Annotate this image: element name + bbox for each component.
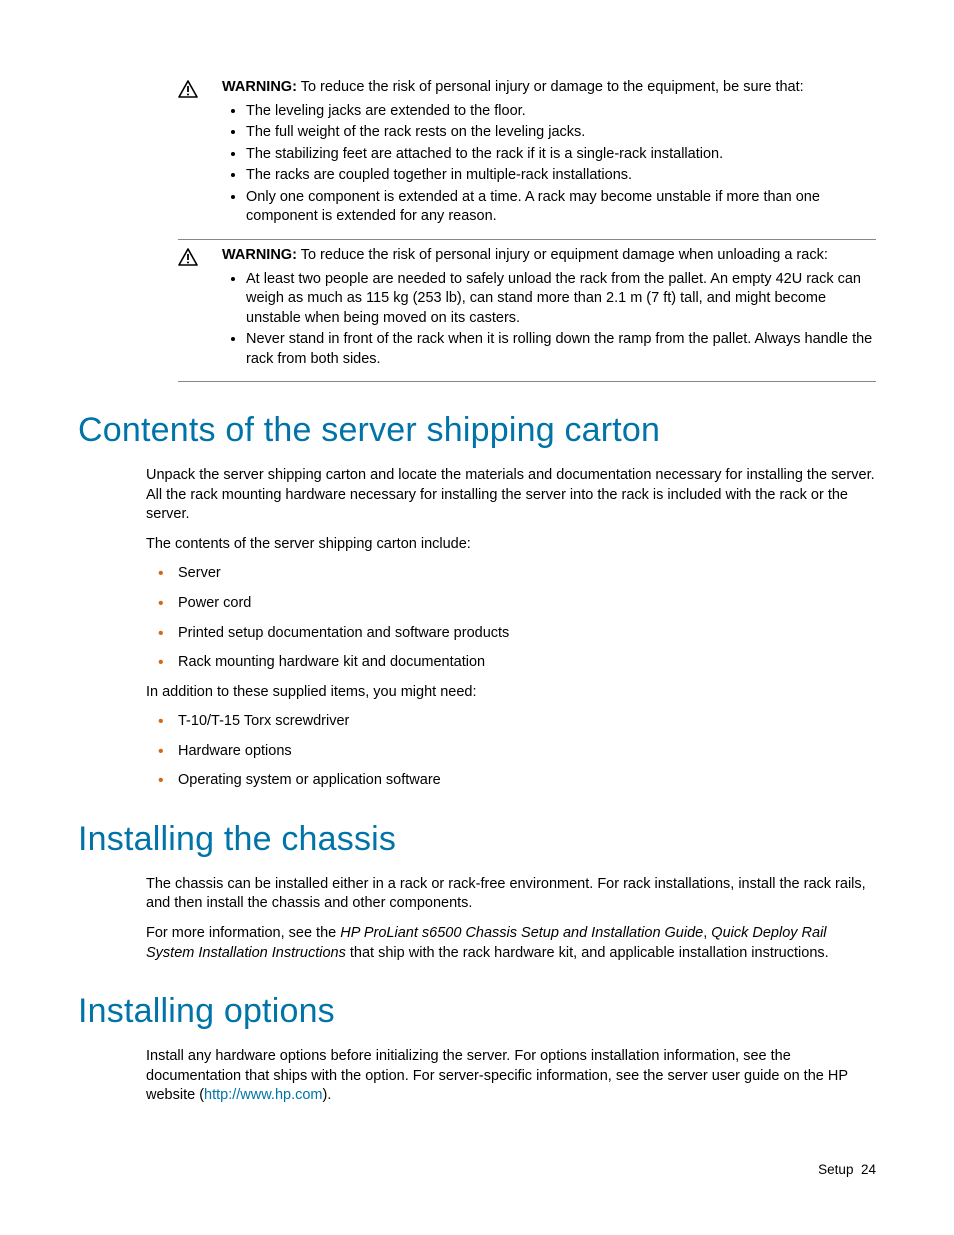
paragraph: For more information, see the HP ProLian… bbox=[146, 924, 876, 963]
page-root: WARNING: To reduce the risk of personal … bbox=[0, 0, 954, 1156]
options-body: Install any hardware options before init… bbox=[146, 1047, 876, 1106]
warning-block-2: WARNING: To reduce the risk of personal … bbox=[178, 246, 876, 382]
list-item: T-10/T-15 Torx screwdriver bbox=[178, 712, 876, 732]
warning-icon bbox=[178, 78, 218, 98]
warning-item: At least two people are needed to safely… bbox=[246, 270, 876, 329]
contents-list-2: T-10/T-15 Torx screwdriver Hardware opti… bbox=[146, 712, 876, 791]
footer-section: Setup bbox=[818, 1162, 853, 1177]
warning-body-2: WARNING: To reduce the risk of personal … bbox=[218, 246, 876, 371]
warning-item: The leveling jacks are extended to the f… bbox=[246, 102, 876, 122]
footer-page: 24 bbox=[861, 1162, 876, 1177]
warning-item: The stabilizing feet are attached to the… bbox=[246, 145, 876, 165]
text: that ship with the rack hardware kit, an… bbox=[346, 945, 829, 961]
contents-body: Unpack the server shipping carton and lo… bbox=[146, 466, 876, 554]
chassis-body: The chassis can be installed either in a… bbox=[146, 875, 876, 963]
warning-label: WARNING: bbox=[222, 247, 297, 263]
list-item: Operating system or application software bbox=[178, 771, 876, 791]
warning-intro: To reduce the risk of personal injury or… bbox=[301, 247, 828, 263]
heading-chassis: Installing the chassis bbox=[78, 817, 876, 863]
warning-list-2: At least two people are needed to safely… bbox=[222, 270, 876, 370]
heading-contents: Contents of the server shipping carton bbox=[78, 408, 876, 454]
warning-intro: To reduce the risk of personal injury or… bbox=[301, 79, 804, 95]
warning-block-1: WARNING: To reduce the risk of personal … bbox=[178, 78, 876, 240]
list-item: Hardware options bbox=[178, 742, 876, 762]
paragraph: The chassis can be installed either in a… bbox=[146, 875, 876, 914]
hp-link[interactable]: http://www.hp.com bbox=[204, 1087, 322, 1103]
list-item: Printed setup documentation and software… bbox=[178, 624, 876, 644]
warning-icon bbox=[178, 246, 218, 266]
doc-title: HP ProLiant s6500 Chassis Setup and Inst… bbox=[340, 925, 703, 941]
warning-body-1: WARNING: To reduce the risk of personal … bbox=[218, 78, 876, 229]
warning-list-1: The leveling jacks are extended to the f… bbox=[222, 102, 876, 227]
text: For more information, see the bbox=[146, 925, 340, 941]
list-item: Rack mounting hardware kit and documenta… bbox=[178, 653, 876, 673]
warning-label: WARNING: bbox=[222, 79, 297, 95]
paragraph: In addition to these supplied items, you… bbox=[146, 683, 876, 703]
warning-item: Never stand in front of the rack when it… bbox=[246, 330, 876, 369]
paragraph: Unpack the server shipping carton and lo… bbox=[146, 466, 876, 525]
contents-body-2: In addition to these supplied items, you… bbox=[146, 683, 876, 703]
heading-options: Installing options bbox=[78, 989, 876, 1035]
paragraph: The contents of the server shipping cart… bbox=[146, 535, 876, 555]
page-footer: Setup 24 bbox=[818, 1161, 876, 1179]
warning-item: The racks are coupled together in multip… bbox=[246, 166, 876, 186]
text: ). bbox=[323, 1087, 332, 1103]
contents-list-1: Server Power cord Printed setup document… bbox=[146, 564, 876, 672]
list-item: Server bbox=[178, 564, 876, 584]
list-item: Power cord bbox=[178, 594, 876, 614]
paragraph: Install any hardware options before init… bbox=[146, 1047, 876, 1106]
warning-item: The full weight of the rack rests on the… bbox=[246, 123, 876, 143]
warning-item: Only one component is extended at a time… bbox=[246, 188, 876, 227]
